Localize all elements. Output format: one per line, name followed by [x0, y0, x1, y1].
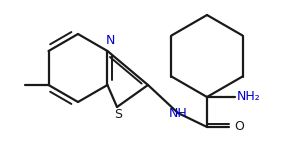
- Text: NH: NH: [169, 107, 187, 120]
- Text: O: O: [234, 120, 244, 133]
- Text: S: S: [114, 109, 122, 122]
- Text: N: N: [106, 34, 115, 48]
- Text: NH₂: NH₂: [237, 90, 261, 103]
